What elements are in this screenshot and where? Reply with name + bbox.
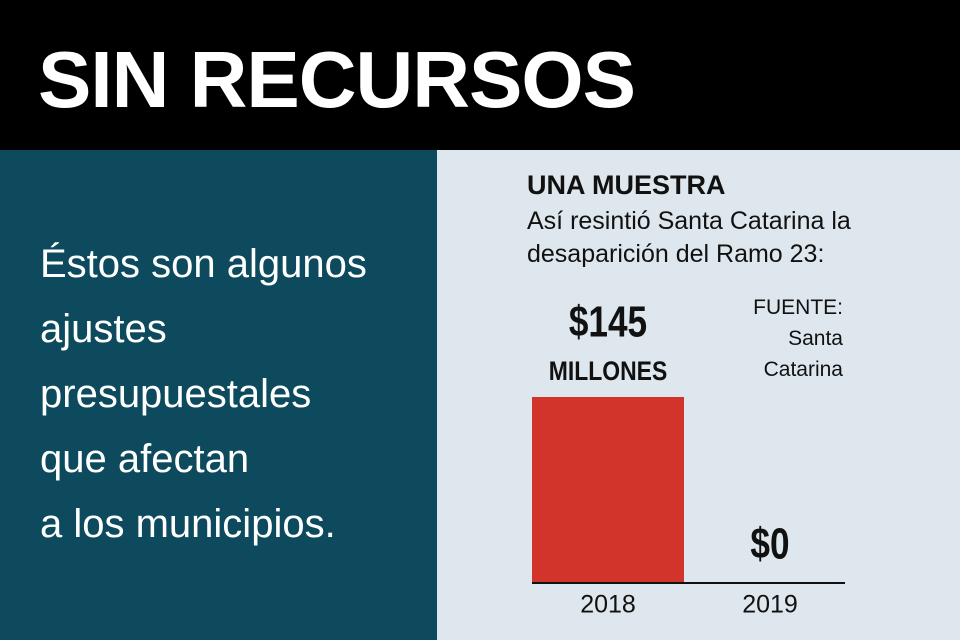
left-panel: Éstos son algunos ajustes presupuestales qu… [0,150,437,640]
value-label: $0 [750,520,789,569]
source: FUENTE: Santa Catarina [720,292,843,385]
source-label: FUENTE: [753,296,843,319]
chart-subtitle: Así resintió Santa Catarina la desaparic… [527,207,851,268]
body-line: que afectan [40,437,250,481]
header: SIN RECURSOS [0,0,960,150]
body-line: ajustes [40,307,167,351]
unit-label: MILLONES [549,356,668,386]
value-label: $145 [569,298,647,347]
chart-title: UNA MUESTRA [527,170,726,200]
body-line: Éstos son algunos [40,242,367,286]
header-title: SIN RECURSOS [38,35,636,124]
source-text: Santa Catarina [763,327,843,381]
body-line: presupuestales [40,372,312,416]
x-tick-label: 2018 [580,591,636,619]
bar [532,397,684,583]
body-line: a los municipios. [40,502,336,546]
x-tick-label: 2019 [742,591,798,619]
